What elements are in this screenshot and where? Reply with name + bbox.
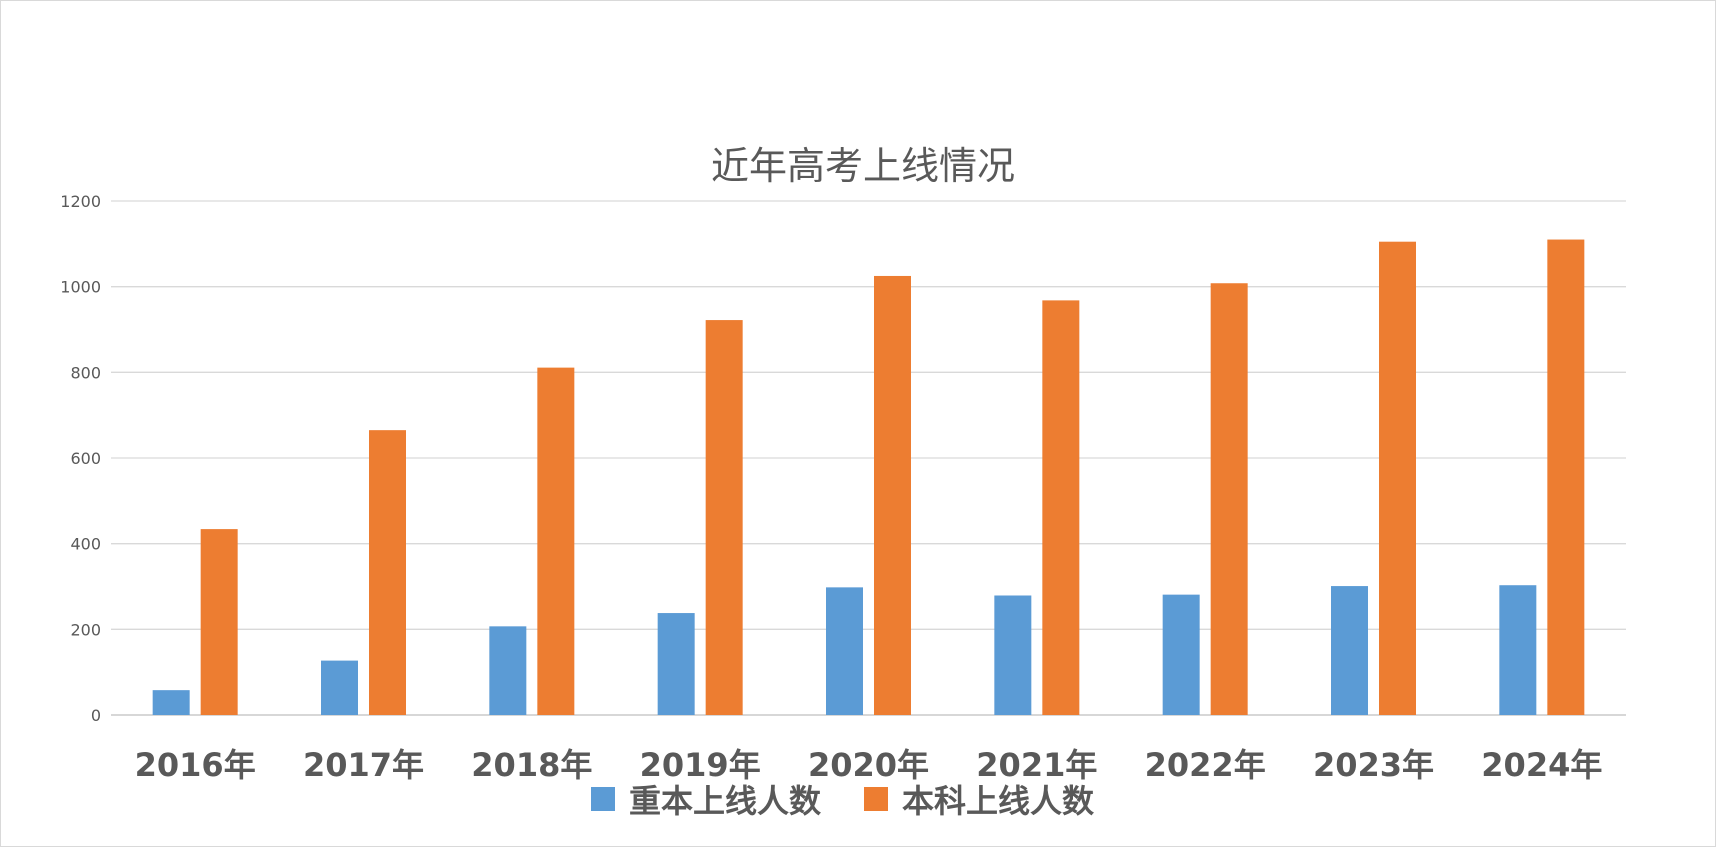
bar-benke-2 bbox=[537, 367, 575, 715]
x-tick-label: 2022年 bbox=[1145, 746, 1266, 784]
y-tick-label: 600 bbox=[70, 449, 101, 468]
bars bbox=[152, 239, 1585, 716]
y-tick-label: 400 bbox=[70, 535, 101, 554]
bar-zhongben-7 bbox=[1331, 586, 1368, 715]
bar-benke-5 bbox=[1042, 300, 1080, 715]
legend-label: 重本上线人数 bbox=[629, 782, 822, 820]
x-tick-label: 2021年 bbox=[976, 746, 1097, 784]
y-tick-label: 1000 bbox=[60, 278, 101, 297]
legend: 重本上线人数 本科上线人数 bbox=[591, 782, 1095, 820]
x-tick-label: 2017年 bbox=[303, 746, 424, 784]
legend-swatch bbox=[864, 787, 888, 811]
x-tick-label: 2023年 bbox=[1313, 746, 1434, 784]
chart-title: 近年高考上线情况 bbox=[711, 144, 1015, 188]
bar-benke-7 bbox=[1379, 241, 1416, 716]
bar-benke-8 bbox=[1547, 239, 1585, 716]
x-tick-label: 2020年 bbox=[808, 746, 929, 784]
bar-benke-3 bbox=[705, 320, 743, 715]
y-tick-label: 1200 bbox=[60, 192, 101, 211]
gridlines bbox=[111, 200, 1626, 716]
y-tick-label: 800 bbox=[70, 363, 101, 382]
bar-zhongben-8 bbox=[1499, 585, 1537, 715]
x-tick-label: 2018年 bbox=[471, 746, 592, 784]
bar-zhongben-1 bbox=[321, 660, 358, 715]
legend-swatch bbox=[591, 787, 615, 811]
x-tick-label: 2024年 bbox=[1481, 746, 1602, 784]
x-tick-label: 2016年 bbox=[135, 746, 256, 784]
bar-zhongben-0 bbox=[152, 690, 190, 715]
y-axis-ticks: 0 200 400 600 800 1000 1200 bbox=[60, 192, 101, 725]
bar-zhongben-6 bbox=[1162, 594, 1200, 715]
bar-benke-4 bbox=[874, 275, 911, 715]
x-tick-label: 2019年 bbox=[640, 746, 761, 784]
bar-benke-0 bbox=[200, 529, 238, 715]
bar-benke-1 bbox=[369, 430, 406, 715]
bar-zhongben-4 bbox=[826, 587, 863, 715]
bar-zhongben-5 bbox=[994, 595, 1032, 715]
bar-zhongben-3 bbox=[657, 613, 695, 715]
bar-benke-6 bbox=[1210, 283, 1248, 715]
legend-label: 本科上线人数 bbox=[902, 782, 1095, 820]
x-axis-ticks: 2016年 2017年 2018年 2019年 2020年 2021年 2022年 2023年… bbox=[135, 746, 1603, 784]
y-tick-label: 0 bbox=[91, 706, 101, 725]
y-tick-label: 200 bbox=[70, 620, 101, 639]
bar-zhongben-2 bbox=[489, 626, 527, 715]
